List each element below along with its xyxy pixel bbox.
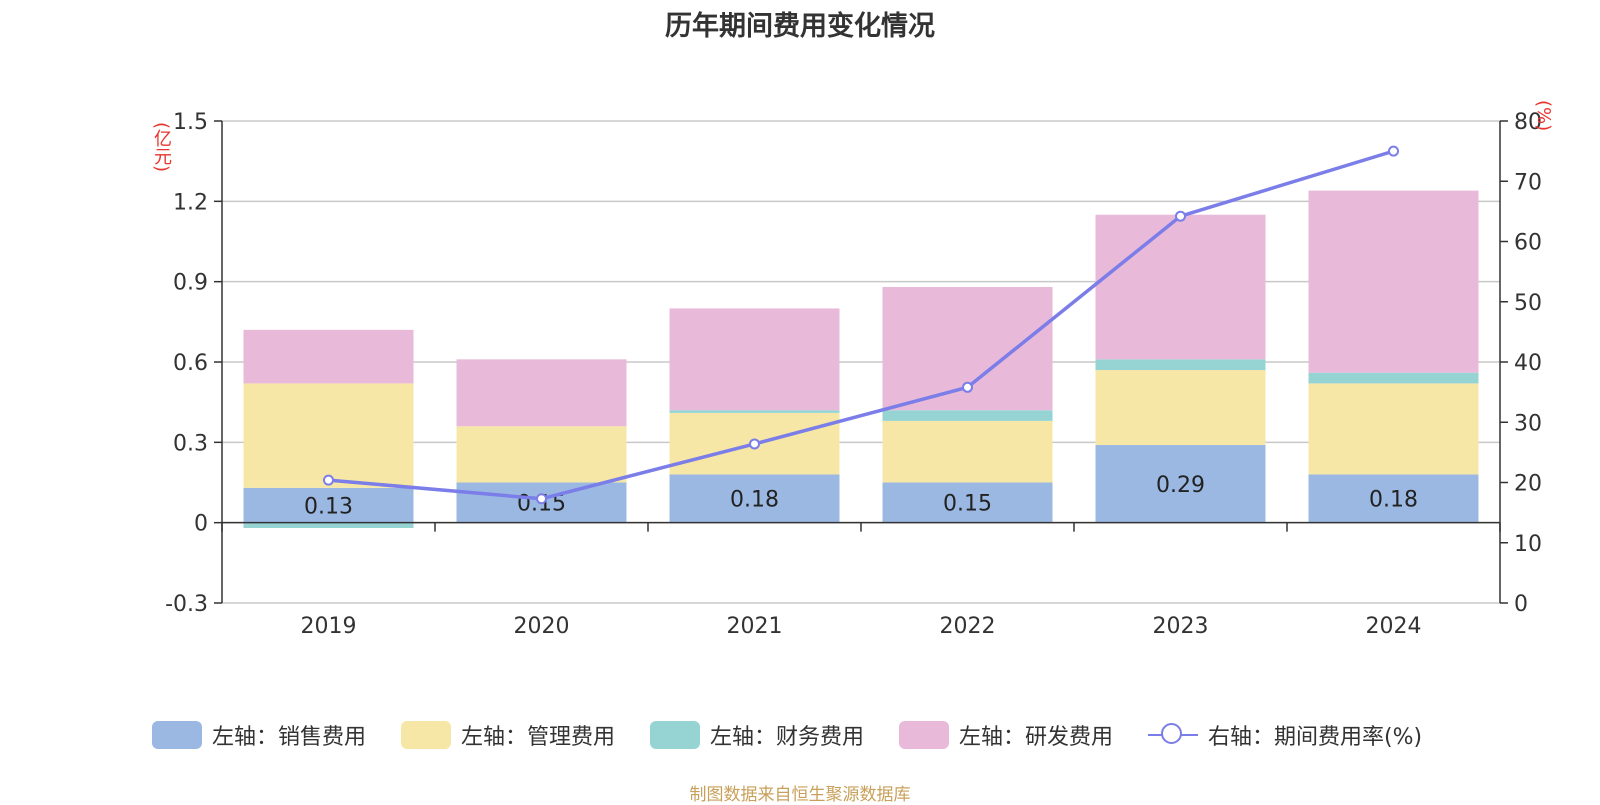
- left-tick-label: -0.3: [165, 592, 208, 617]
- legend-label-admin: 左轴：管理费用: [461, 725, 616, 750]
- legend-label-finance: 左轴：财务费用: [710, 725, 865, 750]
- x-tick-label: 2021: [727, 614, 783, 639]
- left-tick-label: 0.9: [173, 271, 208, 296]
- bar-2024-series-3: [1308, 190, 1479, 373]
- right-tick-label: 60: [1514, 231, 1542, 256]
- right-tick-label: 0: [1514, 592, 1528, 617]
- bar-2020-series-3: [456, 359, 627, 427]
- legend-label-sales: 左轴：销售费用: [212, 725, 367, 750]
- bar-2021-series-3: [669, 308, 840, 411]
- expense-rate-point-2020: [536, 493, 547, 505]
- bar-2024-series-0: [1308, 474, 1479, 523]
- x-tick-label: 2024: [1366, 614, 1422, 639]
- legend-item-sales[interactable]: 左轴：销售费用: [152, 718, 366, 752]
- bar-2019-series-1: [243, 383, 414, 488]
- data-label-2022: 0.15: [943, 492, 992, 517]
- data-label-2024: 0.18: [1369, 488, 1418, 513]
- legend-swatch-finance: [650, 721, 700, 749]
- expense-rate-point-2023: [1175, 210, 1186, 222]
- bar-2022-series-0: [882, 482, 1053, 523]
- legend-label-rnd: 左轴：研发费用: [959, 725, 1114, 750]
- right-tick-label: 40: [1514, 351, 1542, 376]
- left-tick-label: 0.6: [173, 351, 208, 376]
- bar-2021-series-0: [669, 474, 840, 523]
- left-tick-label: 1.2: [173, 190, 208, 215]
- bar-2019-series-3: [243, 329, 414, 384]
- bar-2023-series-3: [1095, 214, 1266, 360]
- right-tick-label: 20: [1514, 472, 1542, 497]
- x-tick-label: 2020: [514, 614, 570, 639]
- bar-2024-series-1: [1308, 383, 1479, 475]
- right-axis-unit: (%): [1533, 100, 1554, 132]
- left-tick-label: 0: [194, 512, 208, 537]
- data-source-note: 制图数据来自恒生聚源数据库: [689, 785, 911, 805]
- bar-2020-series-1: [456, 426, 627, 483]
- right-tick-label: 50: [1514, 291, 1542, 316]
- legend-label-expense-rate: 右轴：期间费用率(%): [1208, 725, 1423, 750]
- legend-swatch-sales: [152, 721, 202, 749]
- data-label-2021: 0.18: [730, 488, 779, 513]
- bar-2023-series-0: [1095, 445, 1266, 523]
- bar-2019-series-2: [243, 522, 414, 529]
- legend-swatch-rnd: [899, 721, 949, 749]
- right-tick-label: 10: [1514, 532, 1542, 557]
- left-tick-label: 1.5: [173, 110, 208, 135]
- bar-2022-series-1: [882, 420, 1053, 483]
- left-tick-label: 0.3: [173, 431, 208, 456]
- data-label-2023: 0.29: [1156, 473, 1205, 498]
- legend-item-expense-rate[interactable]: 右轴：期间费用率(%): [1148, 718, 1422, 752]
- bar-2022-series-2: [882, 410, 1053, 421]
- legend-item-finance[interactable]: 左轴：财务费用: [650, 718, 864, 752]
- chart-title: 历年期间费用变化情况: [665, 11, 935, 42]
- bar-2023-series-2: [1095, 359, 1266, 371]
- expense-rate-point-2022: [962, 381, 973, 393]
- data-label-2019: 0.13: [304, 494, 353, 519]
- right-tick-label: 70: [1514, 170, 1542, 195]
- x-tick-label: 2019: [301, 614, 357, 639]
- legend-item-admin[interactable]: 左轴：管理费用: [401, 718, 615, 752]
- legend-item-rnd[interactable]: 左轴：研发费用: [899, 718, 1113, 752]
- expense-rate-point-2024: [1388, 145, 1399, 157]
- right-tick-label: 30: [1514, 411, 1542, 436]
- period-expense-chart: -0.3 0 0.3 0.6 0.9 1.2 1.5 0 10 20 30 40 50 60 70 80 201…: [165, 110, 1542, 639]
- left-axis-unit: (亿元): [151, 122, 172, 173]
- legend-swatch-expense-rate: [1148, 721, 1198, 749]
- bar-2019-series-0: [243, 487, 414, 523]
- right-tick-label: 80: [1514, 110, 1542, 135]
- x-tick-label: 2022: [940, 614, 996, 639]
- expense-rate-line: [328, 149, 1395, 501]
- legend-swatch-admin: [401, 721, 451, 749]
- bar-2024-series-2: [1308, 372, 1479, 384]
- bar-2021-series-2: [669, 410, 840, 413]
- x-tick-label: 2023: [1153, 614, 1209, 639]
- bar-2023-series-1: [1095, 370, 1266, 446]
- expense-rate-point-2019: [323, 474, 334, 486]
- expense-rate-point-2021: [749, 438, 760, 450]
- chart-legend: 左轴：销售费用 左轴：管理费用 左轴：财务费用 左轴：研发费用 右轴：期间费用率…: [0, 718, 1600, 758]
